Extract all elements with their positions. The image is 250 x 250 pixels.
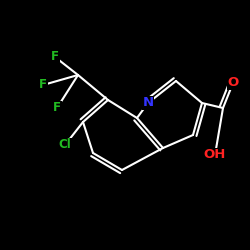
Text: O: O [228,76,238,90]
Text: OH: OH [204,148,226,162]
Text: N: N [142,96,154,110]
Text: F: F [39,78,47,92]
Text: Cl: Cl [58,138,71,151]
Text: F: F [53,102,61,114]
Text: F: F [51,50,59,64]
